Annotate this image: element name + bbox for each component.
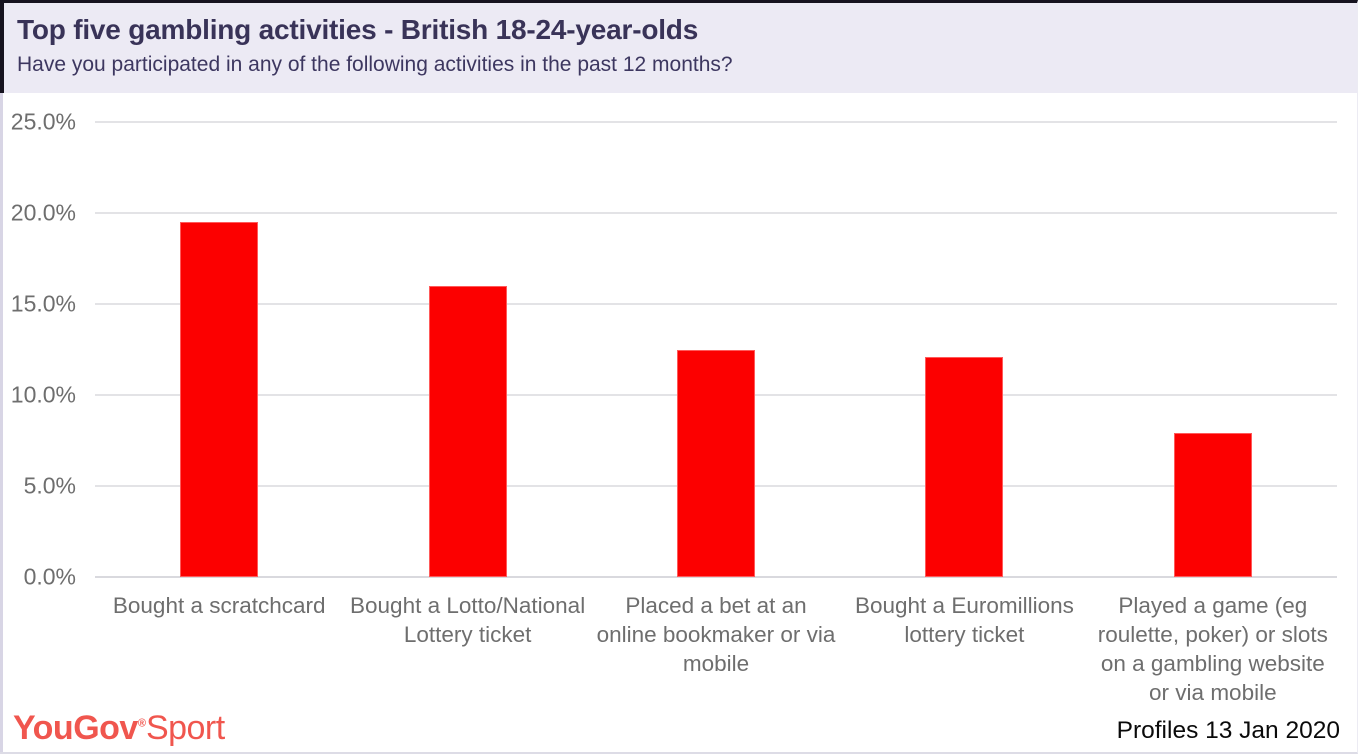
left-border-light-line [0, 93, 3, 752]
x-tick-label: Placed a bet at an online bookmaker or v… [596, 593, 836, 676]
bar-slot [592, 122, 840, 577]
bar [1173, 433, 1252, 577]
yougov-sport-logo: YouGov®Sport [13, 711, 225, 745]
bar-slot [343, 122, 591, 577]
y-tick-label: 25.0% [10, 108, 76, 135]
chart-title: Top five gambling activities - British 1… [17, 14, 699, 45]
plot-area [95, 121, 1337, 578]
x-tick-label: Bought a scratchcard [112, 593, 326, 618]
bar [677, 349, 756, 577]
logo-yougov-text: YouGov [13, 709, 138, 747]
gridline [95, 121, 1337, 123]
bar-slot [1089, 122, 1337, 577]
y-axis-labels: 25.0% 20.0% 15.0% 10.0% 5.0% 0.0% [0, 110, 76, 588]
gridline [95, 212, 1337, 214]
chart-header: Top five gambling activities - British 1… [0, 3, 1357, 93]
y-tick-label: 0.0% [23, 563, 76, 590]
left-border-dark-line [0, 3, 4, 93]
bar [925, 356, 1004, 577]
bars-container [95, 122, 1337, 577]
x-tick-label: Bought a Euromillions lottery ticket [854, 593, 1074, 647]
bar-slot [840, 122, 1088, 577]
source-date-label: Profiles 13 Jan 2020 [1116, 716, 1340, 744]
registered-mark-icon: ® [137, 717, 146, 730]
logo-sport-text: Sport [145, 709, 225, 747]
x-axis-labels: Bought a scratchcard Bought a Lotto/Natio… [95, 591, 1337, 707]
chart-subtitle: Have you participated in any of the foll… [17, 53, 733, 77]
y-tick-label: 5.0% [23, 472, 76, 499]
y-tick-label: 20.0% [10, 199, 76, 226]
y-tick-label: 15.0% [10, 290, 76, 317]
x-axis-line [95, 576, 1337, 578]
gridline [95, 303, 1337, 305]
bar-slot [95, 122, 343, 577]
bar [428, 285, 507, 577]
x-tick-label: Bought a Lotto/National Lottery ticket [350, 593, 586, 647]
bar [180, 222, 259, 577]
x-tick-label: Played a game (eg roulette, poker) or sl… [1097, 593, 1328, 705]
y-tick-label: 10.0% [10, 381, 76, 408]
